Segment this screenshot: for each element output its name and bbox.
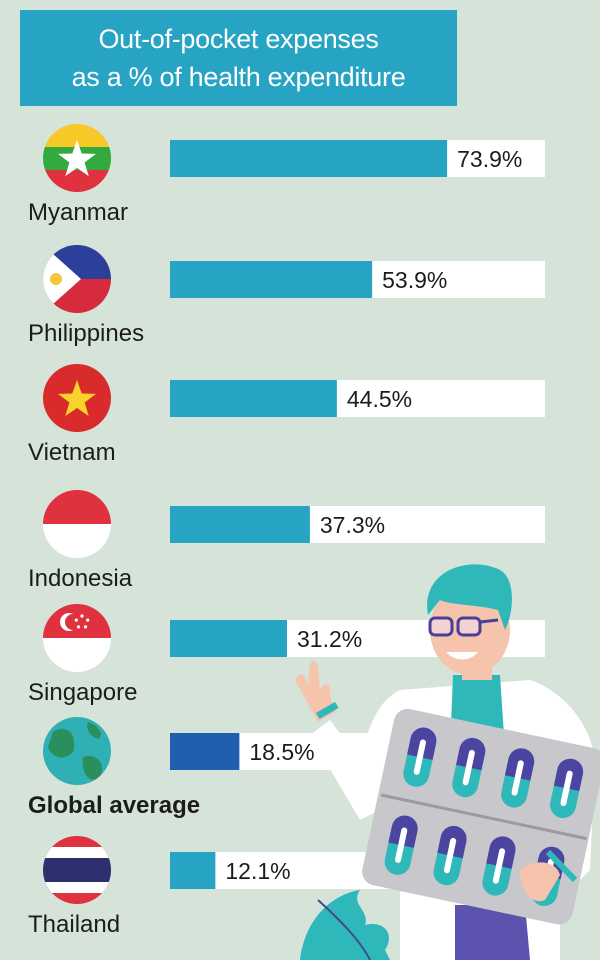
thailand-flag-icon <box>43 836 111 904</box>
bar-row: 53.9% Philippines <box>28 245 545 347</box>
globe-icon <box>43 717 111 785</box>
bar <box>170 852 216 889</box>
bar <box>170 620 287 657</box>
bar <box>170 140 448 177</box>
bar-row: 37.3% Indonesia <box>28 490 545 592</box>
pill-icon <box>550 758 584 818</box>
myanmar-flag-icon <box>43 124 111 192</box>
pill-icon <box>384 815 418 875</box>
bar <box>170 261 373 298</box>
bar-row: 44.5% Vietnam <box>28 364 545 466</box>
value-label: 12.1% <box>225 858 290 884</box>
pill-icon <box>501 748 535 808</box>
pill-icon <box>452 737 486 798</box>
singapore-flag-icon <box>43 604 111 672</box>
bar <box>170 380 337 417</box>
value-label: 31.2% <box>297 626 362 652</box>
category-label: Indonesia <box>28 565 133 592</box>
bar <box>170 506 310 543</box>
bar-row: 73.9% Myanmar <box>28 124 545 226</box>
indonesia-flag-icon <box>43 490 111 558</box>
value-label: 37.3% <box>320 512 385 538</box>
category-label: Myanmar <box>28 199 128 226</box>
pill-icon <box>433 825 467 886</box>
value-label: 18.5% <box>249 739 314 765</box>
category-label: Singapore <box>28 679 137 706</box>
title-line-1: Out-of-pocket expenses <box>98 24 379 54</box>
value-label: 53.9% <box>382 267 447 293</box>
title-line-2: as a % of health expenditure <box>71 62 406 92</box>
value-label: 73.9% <box>457 146 522 172</box>
category-label: Philippines <box>28 320 144 347</box>
category-label: Global average <box>28 792 200 819</box>
category-label: Thailand <box>28 911 120 938</box>
bar <box>170 733 240 770</box>
chart-title: Out-of-pocket expenses as a % of health … <box>20 10 457 106</box>
pill-icon <box>403 727 437 787</box>
philippines-flag-icon <box>43 245 111 313</box>
doctor-illustration <box>295 564 600 960</box>
pill-icon <box>482 836 516 896</box>
value-label: 44.5% <box>347 386 412 412</box>
vietnam-flag-icon <box>43 364 111 432</box>
category-label: Vietnam <box>28 439 116 466</box>
